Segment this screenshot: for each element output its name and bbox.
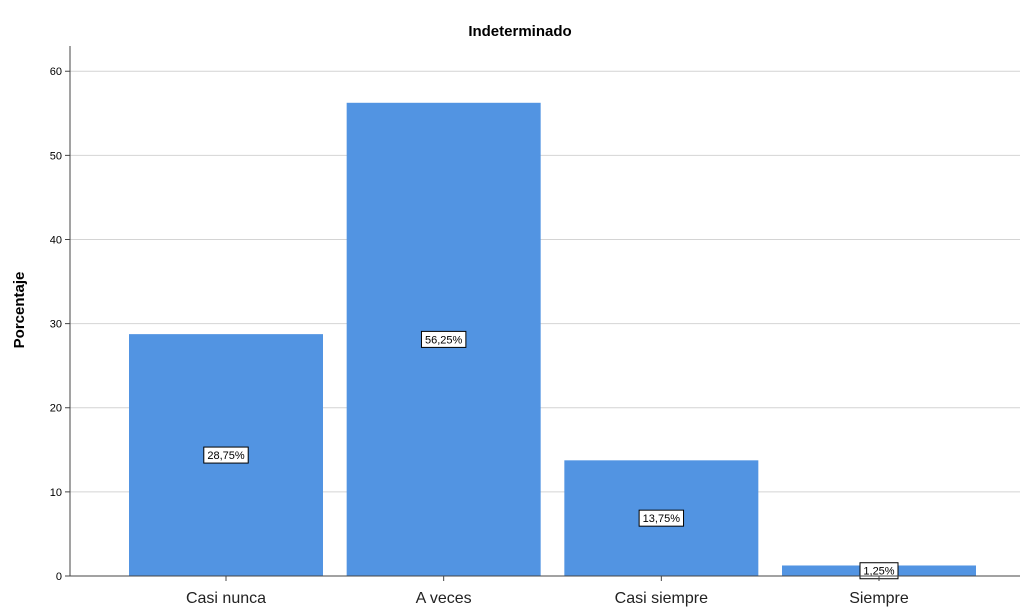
y-tick-label: 30	[50, 319, 62, 331]
data-label: 1,25%	[859, 562, 899, 580]
x-tick-label: A veces	[416, 590, 472, 607]
x-axis-ticks: Casi nunca A veces Casi siempre Siempre	[186, 576, 909, 607]
data-label-box	[203, 446, 249, 464]
y-tick-label: 10	[50, 487, 62, 499]
data-label-text: 56,25%	[425, 334, 463, 346]
data-label-text: 13,75%	[643, 513, 681, 525]
x-tick-label: Casi siempre	[615, 590, 708, 607]
x-tick-label: Casi nunca	[186, 590, 266, 607]
data-label: 56,25%	[420, 330, 467, 348]
y-axis-ticks: 0 10 20 30 40 50 60	[50, 66, 70, 583]
data-label: 13,75%	[638, 509, 685, 527]
y-tick-label: 20	[50, 403, 62, 415]
y-tick-label: 0	[56, 571, 62, 583]
data-labels: 28,75% 56,25% 13,75% 1,25%	[203, 330, 899, 580]
data-label-box	[420, 330, 467, 348]
x-tick-label: Siempre	[849, 590, 909, 607]
y-axis-label: Porcentaje	[11, 272, 28, 349]
data-label-text: 1,25%	[863, 566, 894, 578]
data-label-text: 28,75%	[207, 450, 245, 462]
y-tick-label: 40	[50, 234, 62, 246]
y-tick-label: 60	[50, 66, 62, 78]
data-label: 28,75%	[203, 446, 249, 464]
data-label-box	[638, 509, 685, 527]
chart-title: Indeterminado	[468, 23, 571, 40]
y-tick-label: 50	[50, 150, 62, 162]
bars	[129, 102, 976, 577]
